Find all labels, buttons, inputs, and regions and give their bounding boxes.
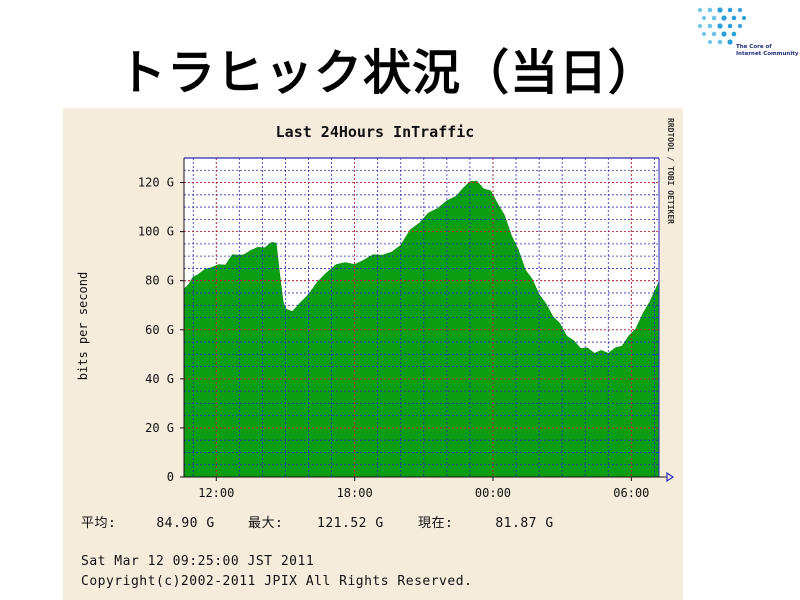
logo-caption-line-2: Internet Community xyxy=(736,51,799,57)
graph-copyright: Copyright(c)2002-2011 JPIX All Rights Re… xyxy=(81,574,473,589)
traffic-graph-panel: Last 24Hours InTraffic bits per second R… xyxy=(63,108,683,600)
stat-maximum-label: 最大: xyxy=(248,516,284,531)
y-tick-label: 80 G xyxy=(145,274,174,288)
y-tick-label: 100 G xyxy=(138,225,174,239)
logo-dot xyxy=(742,16,746,20)
logo-dot xyxy=(708,40,712,44)
logo-dot xyxy=(717,39,723,45)
slide-title: トラヒック状況（当日） xyxy=(118,45,658,101)
logo-dot xyxy=(698,24,702,28)
x-tick-label: 06:00 xyxy=(613,486,649,500)
jpix-logo xyxy=(698,7,746,45)
y-tick-label: 120 G xyxy=(138,176,174,190)
graph-timestamp: Sat Mar 12 09:25:00 JST 2011 xyxy=(81,554,315,569)
y-tick-label: 20 G xyxy=(145,421,174,435)
x-tick-label: 18:00 xyxy=(337,486,373,500)
logo-dot xyxy=(727,39,733,45)
logo-caption-line-1: The Core of xyxy=(736,44,772,50)
stat-current-value: 81.87 G xyxy=(495,516,554,531)
rrdtool-credit: RRDTOOL / TOBI OETIKER xyxy=(666,118,675,224)
stat-maximum: 最大: 121.52 G xyxy=(248,512,384,531)
logo-caption: The Core of Internet Community xyxy=(736,44,800,58)
stat-current-label: 現在: xyxy=(418,516,454,531)
stat-maximum-value: 121.52 G xyxy=(317,516,384,531)
y-axis-label: bits per second xyxy=(76,272,90,380)
y-tick-label: 40 G xyxy=(145,372,174,386)
logo-dot xyxy=(721,15,727,21)
logo-dot xyxy=(707,23,713,29)
logo-dot xyxy=(711,31,717,37)
stat-current: 現在: 81.87 G xyxy=(418,512,554,531)
logo-dot xyxy=(731,31,737,37)
logo-dot xyxy=(738,8,742,12)
stat-average-label: 平均: xyxy=(81,516,117,531)
chart-title: Last 24Hours InTraffic xyxy=(276,123,475,141)
x-tick-label: 00:00 xyxy=(475,486,511,500)
logo-dot xyxy=(721,31,727,37)
stat-average-value: 84.90 G xyxy=(156,516,215,531)
logo-dot xyxy=(707,7,713,13)
logo-dot xyxy=(727,23,733,29)
logo-dot xyxy=(717,7,723,13)
logo-dot xyxy=(731,15,737,21)
logo-dot xyxy=(702,32,706,36)
logo-dot xyxy=(698,8,702,12)
traffic-chart: Last 24Hours InTraffic bits per second R… xyxy=(76,118,675,500)
logo-dot xyxy=(717,23,723,29)
y-tick-label: 60 G xyxy=(145,323,174,337)
logo-dot xyxy=(727,7,733,13)
stat-average: 平均: 84.90 G xyxy=(81,512,215,531)
x-axis-arrow xyxy=(666,471,675,483)
logo-dot xyxy=(738,24,742,28)
logo-dot xyxy=(711,15,717,21)
logo-dot xyxy=(702,16,706,20)
x-tick-label: 12:00 xyxy=(198,486,234,500)
y-tick-label: 0 xyxy=(167,470,174,484)
